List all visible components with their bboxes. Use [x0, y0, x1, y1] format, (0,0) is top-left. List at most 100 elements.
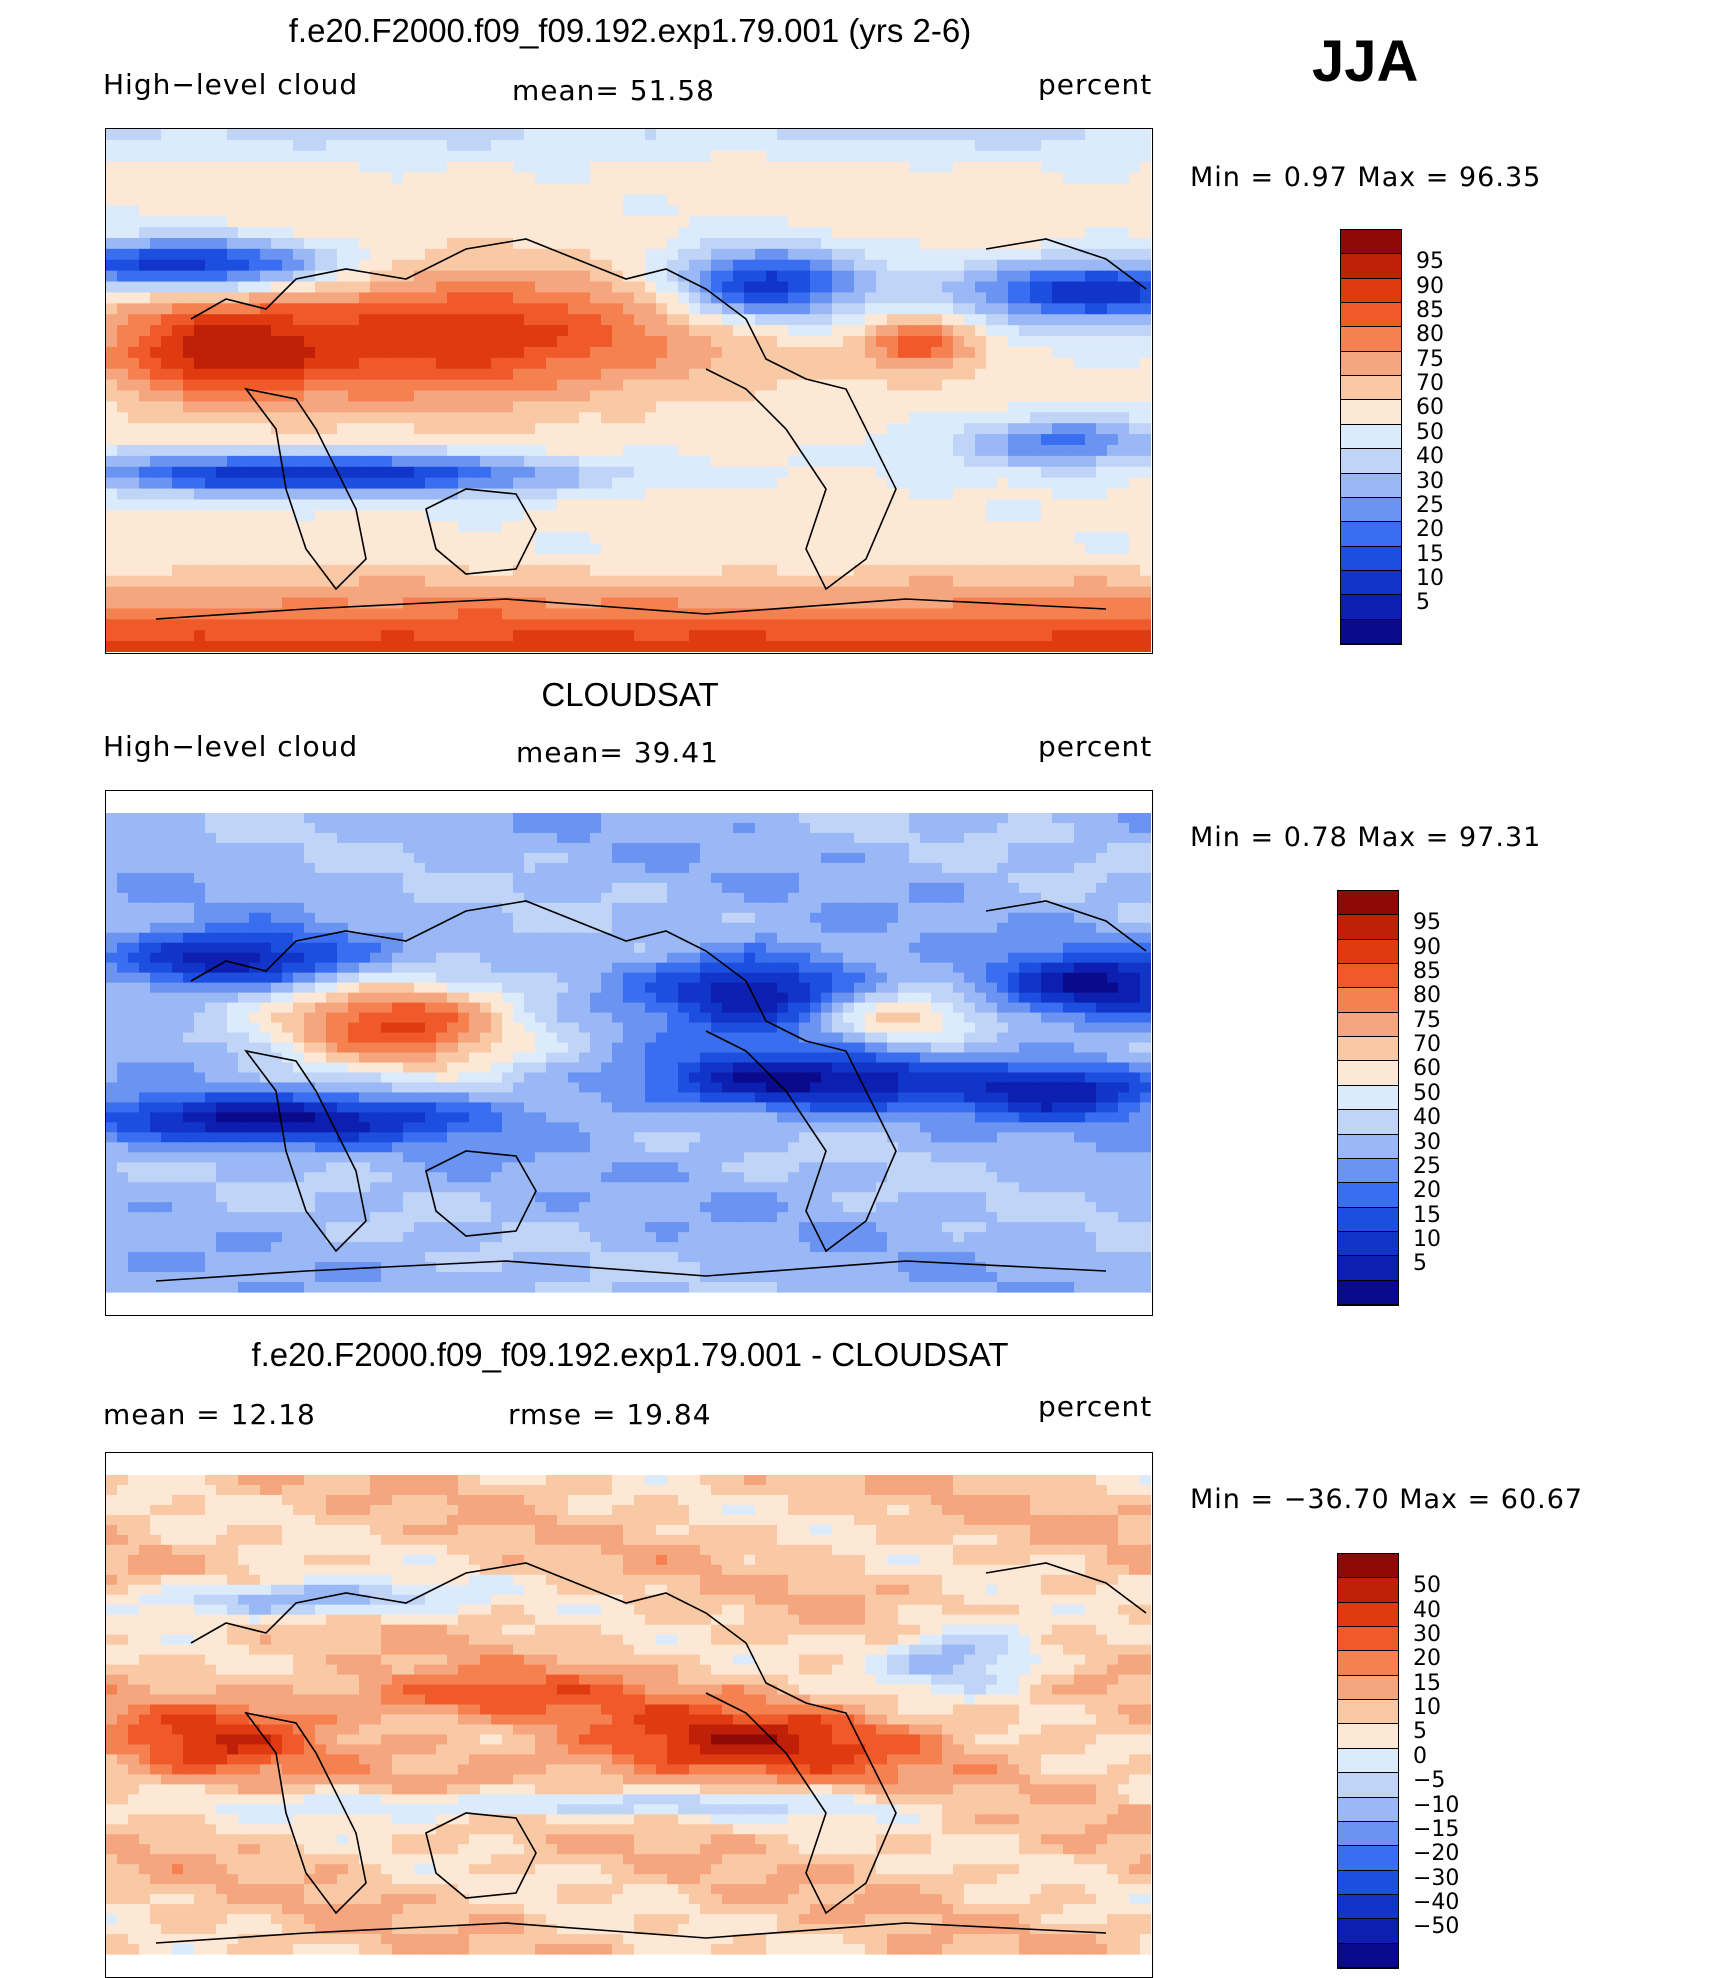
colorbar-box	[1338, 915, 1398, 939]
colorbar-label: 30	[1416, 471, 1444, 493]
colorbar-box	[1338, 1724, 1398, 1748]
colorbar-box	[1341, 571, 1401, 595]
variable-label: High−level cloud	[103, 68, 358, 101]
colorbar-label: 20	[1416, 519, 1444, 541]
season-label: JJA	[1312, 28, 1418, 95]
map-obs	[105, 790, 1153, 1316]
colorbar-label: 95	[1416, 251, 1444, 273]
colorbar-box	[1341, 498, 1401, 522]
colorbar-label: 40	[1413, 1600, 1441, 1622]
map-field-svg	[106, 1453, 1151, 1976]
colorbar-box	[1341, 230, 1401, 254]
map-field-svg	[106, 129, 1151, 652]
colorbar-label: 40	[1416, 446, 1444, 468]
colorbar-label: 80	[1416, 324, 1444, 346]
units-label: percent	[1038, 730, 1152, 763]
mean-label: mean= 39.41	[516, 736, 719, 769]
colorbar-box	[1338, 1013, 1398, 1037]
colorbar-box	[1341, 449, 1401, 473]
map-model	[105, 128, 1153, 654]
colorbar-box	[1338, 1281, 1398, 1305]
colorbar-label: −5	[1413, 1770, 1445, 1792]
colorbar-box	[1338, 1944, 1398, 1968]
colorbar-label: 70	[1413, 1034, 1441, 1056]
colorbar-box	[1338, 1208, 1398, 1232]
panel-title: CLOUDSAT	[0, 676, 1260, 714]
colorbar-label: 60	[1416, 397, 1444, 419]
colorbar-box	[1338, 1773, 1398, 1797]
colorbar-label: 15	[1413, 1205, 1441, 1227]
colorbar-label: 75	[1413, 1010, 1441, 1032]
colorbar-box	[1341, 254, 1401, 278]
colorbar-box	[1338, 1110, 1398, 1134]
colorbar-box	[1338, 1822, 1398, 1846]
colorbar-label: 20	[1413, 1180, 1441, 1202]
colorbar-label: 5	[1413, 1253, 1427, 1275]
colorbar-box	[1341, 376, 1401, 400]
colorbar-label: −50	[1413, 1916, 1459, 1938]
colorbar-diff	[1337, 1553, 1399, 1969]
colorbar-box	[1341, 474, 1401, 498]
mean-label: mean= 51.58	[512, 74, 715, 107]
units-label: percent	[1038, 1390, 1152, 1423]
min-max-label: Min = 0.78 Max = 97.31	[1190, 822, 1541, 853]
colorbar-box	[1338, 1651, 1398, 1675]
colorbar-box	[1338, 1086, 1398, 1110]
colorbar-box	[1341, 425, 1401, 449]
colorbar-label: 30	[1413, 1132, 1441, 1154]
colorbar-label: 50	[1416, 422, 1444, 444]
colorbar-label: 75	[1416, 349, 1444, 371]
colorbar-box	[1338, 1798, 1398, 1822]
min-max-label: Min = −36.70 Max = 60.67	[1190, 1484, 1583, 1515]
colorbar-box	[1341, 547, 1401, 571]
colorbar-box	[1341, 327, 1401, 351]
colorbar-box	[1338, 1749, 1398, 1773]
colorbar-box	[1341, 620, 1401, 644]
colorbar-box	[1341, 400, 1401, 424]
colorbar-label: 85	[1413, 961, 1441, 983]
colorbar-box	[1338, 964, 1398, 988]
colorbar-box	[1341, 595, 1401, 619]
colorbar-box	[1341, 522, 1401, 546]
colorbar-box	[1338, 1895, 1398, 1919]
units-label: percent	[1038, 68, 1152, 101]
colorbar-label: 40	[1413, 1107, 1441, 1129]
colorbar-label: 20	[1413, 1648, 1441, 1670]
colorbar-label: 5	[1416, 592, 1430, 614]
colorbar-box	[1338, 1037, 1398, 1061]
colorbar-box	[1338, 1627, 1398, 1651]
colorbar-label: 70	[1416, 373, 1444, 395]
colorbar-label: −15	[1413, 1819, 1459, 1841]
colorbar-label: 60	[1413, 1058, 1441, 1080]
colorbar-label: 85	[1416, 300, 1444, 322]
colorbar-label: 90	[1416, 276, 1444, 298]
colorbar-label: 10	[1413, 1229, 1441, 1251]
panel-title: f.e20.F2000.f09_f09.192.exp1.79.001 - CL…	[0, 1336, 1260, 1374]
colorbar-box	[1341, 303, 1401, 327]
map-diff	[105, 1452, 1153, 1978]
colorbar-box	[1338, 1578, 1398, 1602]
colorbar-box	[1338, 1919, 1398, 1943]
map-field-svg	[106, 791, 1151, 1314]
mean-label: mean = 12.18	[103, 1398, 316, 1431]
colorbar-box	[1338, 1676, 1398, 1700]
colorbar-label: 25	[1416, 495, 1444, 517]
colorbar-box	[1341, 352, 1401, 376]
colorbar-box	[1338, 1846, 1398, 1870]
colorbar-box	[1341, 279, 1401, 303]
colorbar-label: 30	[1413, 1624, 1441, 1646]
colorbar-label: 5	[1413, 1721, 1427, 1743]
min-max-label: Min = 0.97 Max = 96.35	[1190, 162, 1541, 193]
colorbar-label: −10	[1413, 1795, 1459, 1817]
colorbar-box	[1338, 891, 1398, 915]
colorbar-box	[1338, 1700, 1398, 1724]
panel-title: f.e20.F2000.f09_f09.192.exp1.79.001 (yrs…	[0, 12, 1260, 50]
colorbar-box	[1338, 1061, 1398, 1085]
colorbar-box	[1338, 1135, 1398, 1159]
colorbar-label: 50	[1413, 1575, 1441, 1597]
colorbar-label: 10	[1413, 1697, 1441, 1719]
colorbar-label: 15	[1416, 544, 1444, 566]
colorbar-label: 25	[1413, 1156, 1441, 1178]
colorbar-box	[1338, 988, 1398, 1012]
colorbar-model	[1340, 229, 1402, 645]
